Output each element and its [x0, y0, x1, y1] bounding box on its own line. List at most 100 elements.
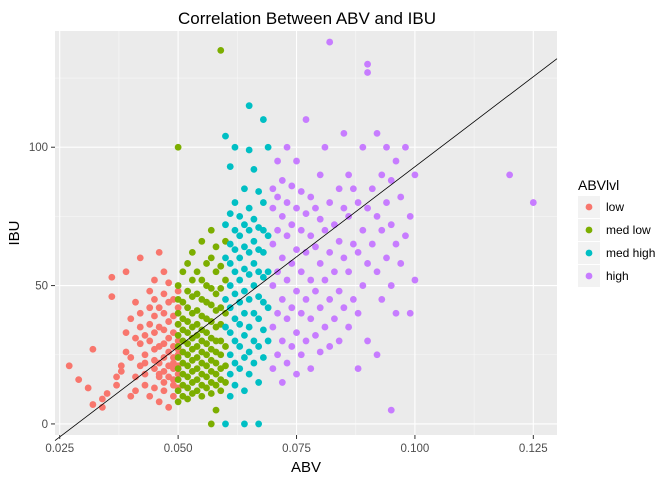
data-point-med-high: [255, 268, 263, 276]
data-point-med-high: [231, 337, 239, 345]
data-point-med-high: [255, 379, 263, 386]
data-point-med-low: [193, 387, 201, 395]
data-point-med-low: [174, 376, 182, 384]
data-point-high: [274, 226, 281, 234]
data-point-high: [397, 193, 405, 201]
data-point-low: [155, 248, 163, 256]
data-point-low: [146, 287, 154, 295]
data-point-med-high: [250, 215, 258, 223]
data-point-high: [354, 248, 362, 256]
data-point-high: [269, 204, 277, 212]
data-point-med-high: [241, 331, 248, 339]
data-point-high: [269, 282, 277, 289]
data-point-med-high: [250, 337, 258, 345]
data-point-med-low: [174, 282, 182, 289]
data-point-med-high: [226, 163, 234, 170]
data-point-med-high: [231, 290, 239, 298]
data-point-high: [373, 129, 381, 137]
data-point-low: [165, 318, 173, 325]
data-point-high: [293, 370, 300, 378]
data-point-med-high: [250, 237, 258, 245]
legend-title: ABVlvl: [578, 177, 619, 193]
data-point-high: [326, 248, 334, 256]
data-point-high: [307, 232, 315, 240]
legend: ABVlvl low med low med high high: [578, 177, 655, 287]
data-point-high: [378, 171, 386, 179]
data-point-high: [316, 215, 324, 223]
data-point-med-high: [250, 260, 258, 267]
data-point-high: [331, 315, 338, 323]
data-point-low: [151, 365, 158, 372]
data-point-low: [132, 373, 139, 381]
data-point-med-low: [179, 298, 187, 306]
data-point-high: [283, 143, 291, 151]
data-point-med-high: [259, 326, 267, 334]
data-point-high: [269, 365, 277, 372]
data-point-high: [302, 116, 310, 123]
data-point-low: [160, 326, 168, 334]
data-point-high: [349, 185, 357, 193]
data-point-med-high: [231, 315, 239, 323]
data-point-low: [155, 359, 163, 367]
data-point-low: [151, 384, 158, 392]
data-point-med-low: [184, 362, 192, 370]
data-point-high: [383, 143, 390, 151]
data-point-high: [373, 268, 381, 276]
data-point-high: [316, 348, 324, 356]
data-point-med-low: [174, 398, 182, 406]
data-point-high: [288, 221, 296, 229]
data-point-med-low: [212, 370, 220, 378]
data-point-med-high: [222, 296, 229, 303]
data-point-med-low: [212, 406, 220, 414]
data-point-low: [165, 403, 173, 411]
trend-line: [54, 58, 558, 441]
data-point-med-high: [245, 226, 253, 234]
data-point-med-low: [193, 365, 201, 372]
data-point-med-high: [245, 102, 253, 110]
data-point-high: [364, 69, 371, 76]
data-point-high: [354, 365, 362, 372]
data-point-med-low: [193, 376, 201, 384]
data-point-med-high: [245, 248, 253, 256]
data-point-med-high: [245, 204, 253, 212]
data-point-high: [402, 143, 409, 151]
data-point-med-low: [217, 337, 225, 345]
data-point-low: [155, 304, 163, 312]
data-point-low: [141, 331, 149, 339]
data-point-med-low: [184, 351, 192, 359]
data-point-high: [283, 315, 291, 323]
data-point-high: [278, 212, 286, 220]
data-point-med-high: [231, 381, 239, 389]
data-point-high: [307, 193, 315, 201]
data-point-high: [307, 315, 315, 323]
data-point-high: [345, 323, 353, 331]
data-point-med-high: [241, 221, 248, 229]
plot-panel: [55, 31, 557, 435]
data-point-low: [89, 345, 97, 353]
data-point-low: [151, 312, 158, 320]
data-point-high: [331, 268, 338, 276]
data-point-med-low: [174, 143, 182, 151]
data-point-med-high: [250, 309, 258, 317]
data-point-med-low: [207, 420, 215, 428]
data-point-med-high: [236, 298, 244, 306]
data-point-med-low: [212, 268, 220, 276]
data-point-low: [146, 392, 154, 400]
data-point-low: [165, 334, 173, 342]
data-point-med-high: [264, 232, 272, 240]
data-point-high: [269, 323, 277, 331]
data-point-high: [354, 199, 362, 206]
data-point-med-high: [259, 226, 267, 234]
data-point-low: [122, 329, 130, 337]
data-point-med-high: [241, 287, 248, 295]
data-point-low: [155, 373, 163, 381]
data-point-med-low: [222, 309, 229, 317]
data-point-low: [108, 293, 116, 301]
data-point-high: [364, 260, 371, 267]
data-point-high: [411, 171, 419, 179]
data-point-med-high: [259, 199, 267, 206]
legend-label: med high: [606, 246, 655, 260]
data-point-low: [127, 315, 135, 323]
data-point-med-high: [222, 323, 229, 331]
data-point-low: [122, 348, 130, 356]
